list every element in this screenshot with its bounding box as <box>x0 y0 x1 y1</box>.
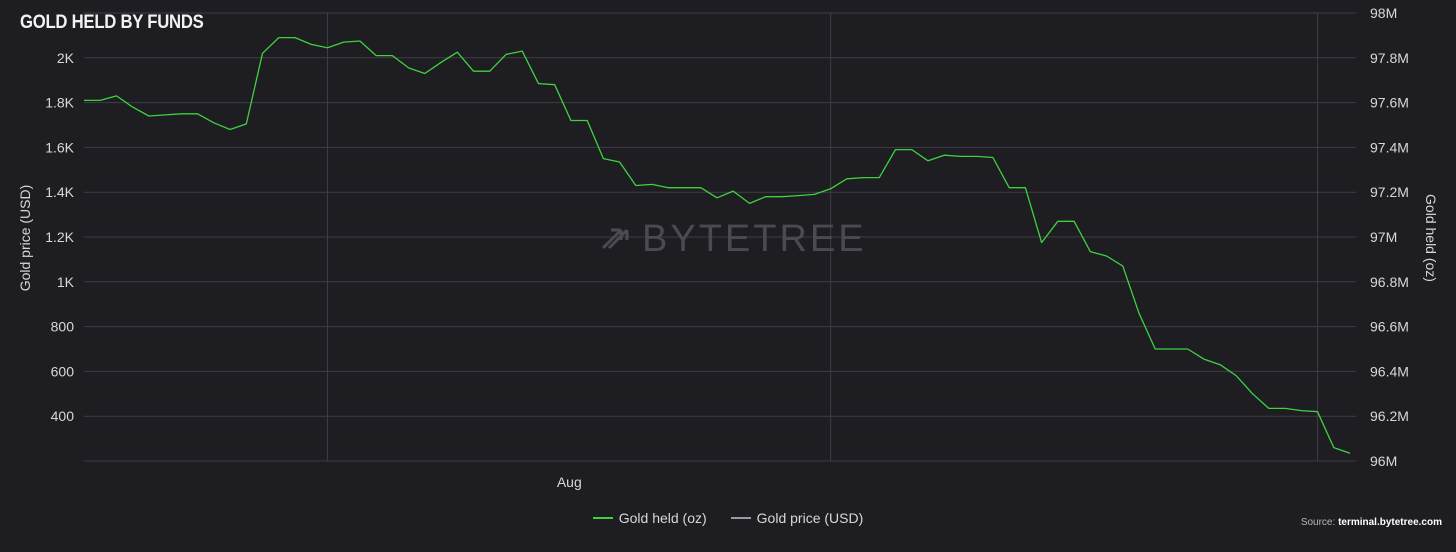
right-axis-tick-label: 96.2M <box>1370 408 1409 424</box>
left-axis-tick-label: 1.8K <box>45 95 74 111</box>
right-axis-tick-label: 96.8M <box>1370 274 1409 290</box>
right-axis-tick-label: 96M <box>1370 453 1397 469</box>
series-line-gold-held <box>84 36 1351 454</box>
left-axis-ticks: 400 600 800 1K 1.2K 1.4K 1.6K 1.8K 2K <box>45 50 74 424</box>
right-axis-tick-label: 97M <box>1370 229 1397 245</box>
source-prefix: Source: <box>1300 517 1336 528</box>
legend-swatch <box>592 517 613 519</box>
right-axis-tick-label: 97.8M <box>1370 50 1409 66</box>
right-axis-tick-label: 96.4M <box>1370 363 1409 379</box>
right-axis-label: Gold held (oz) <box>1423 194 1439 282</box>
bytetree-logo-icon <box>600 218 634 261</box>
left-axis-label: Gold price (USD) <box>17 185 33 292</box>
source-credit: Source: terminal.bytetree.com <box>1301 517 1442 528</box>
legend-item-gold-price[interactable]: Gold price (USD) <box>730 510 864 526</box>
left-axis-tick-label: 1K <box>57 274 75 290</box>
right-axis-tick-label: 97.2M <box>1370 184 1409 200</box>
left-axis-tick-label: 2K <box>57 50 75 66</box>
left-axis-tick-label: 1.6K <box>45 139 74 155</box>
left-axis-tick-label: 1.4K <box>45 184 74 200</box>
chart-legend: Gold held (oz) Gold price (USD) <box>0 510 1456 526</box>
left-axis-tick-label: 1.2K <box>45 229 74 245</box>
source-link[interactable]: terminal.bytetree.com <box>1338 517 1442 528</box>
x-axis-ticks: AugSep <box>557 474 582 490</box>
watermark: BYTETREE <box>600 218 867 261</box>
right-axis-tick-label: 96.6M <box>1370 319 1409 335</box>
left-axis-tick-label: 400 <box>51 408 75 424</box>
right-axis-ticks: 96M 96.2M 96.4M 96.6M 96.8M 97M 97.2M 97.4M 97.6… <box>1370 5 1409 469</box>
watermark-text: BYTETREE <box>642 218 867 260</box>
chart-grid <box>84 12 1356 462</box>
right-axis-tick-label: 98M <box>1370 5 1397 21</box>
legend-item-gold-held[interactable]: Gold held (oz) <box>592 510 707 526</box>
legend-swatch <box>730 517 751 519</box>
legend-label: Gold held (oz) <box>618 510 707 526</box>
left-axis-tick-label: 800 <box>51 319 75 335</box>
legend-label: Gold price (USD) <box>756 510 864 526</box>
left-axis-tick-label: 600 <box>51 363 75 379</box>
chart-title: GOLD HELD BY FUNDS <box>20 12 204 33</box>
chart-series <box>84 36 1351 454</box>
right-axis-tick-label: 97.4M <box>1370 139 1409 155</box>
right-axis-tick-label: 97.6M <box>1370 95 1409 111</box>
x-axis-tick-label: Aug <box>557 474 582 490</box>
